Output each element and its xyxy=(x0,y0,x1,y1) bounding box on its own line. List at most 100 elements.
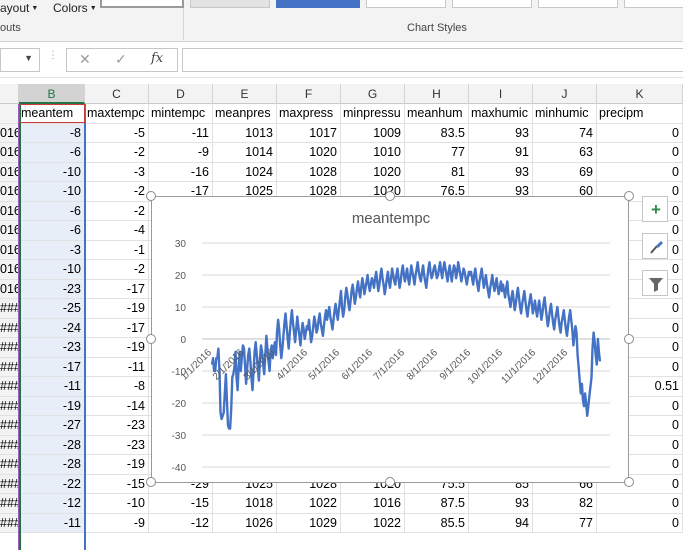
data-cell[interactable]: 93 xyxy=(469,162,533,182)
header-cell[interactable]: maxpress xyxy=(277,104,341,124)
row-number[interactable]: 016 xyxy=(0,221,19,241)
chart-style-thumb[interactable] xyxy=(276,0,360,8)
data-cell[interactable]: 1020 xyxy=(277,143,341,163)
chart-style-thumb[interactable] xyxy=(366,0,446,8)
column-header[interactable]: I xyxy=(469,84,533,104)
row-number[interactable]: ### xyxy=(0,435,19,455)
data-cell[interactable]: -16 xyxy=(149,162,213,182)
header-cell[interactable]: maxhumic xyxy=(469,104,533,124)
data-cell[interactable]: 0 xyxy=(597,123,683,143)
data-cell[interactable]: -28 xyxy=(19,455,85,475)
chart-filters-button[interactable] xyxy=(642,270,668,296)
data-cell[interactable]: 85.5 xyxy=(405,513,469,533)
data-cell[interactable]: -15 xyxy=(149,494,213,514)
data-cell[interactable]: 77 xyxy=(533,513,597,533)
header-cell[interactable]: minpressu xyxy=(341,104,405,124)
row-number[interactable]: 016 xyxy=(0,201,19,221)
data-cell[interactable]: -23 xyxy=(85,435,149,455)
data-cell[interactable]: 1017 xyxy=(277,123,341,143)
data-cell[interactable]: 1026 xyxy=(213,513,277,533)
data-cell[interactable]: -19 xyxy=(85,455,149,475)
data-cell[interactable]: 83.5 xyxy=(405,123,469,143)
data-cell[interactable]: -19 xyxy=(85,338,149,358)
data-cell[interactable]: -12 xyxy=(149,513,213,533)
data-cell[interactable]: 1013 xyxy=(213,123,277,143)
data-cell[interactable]: -25 xyxy=(19,299,85,319)
data-cell[interactable]: 1009 xyxy=(341,123,405,143)
data-cell[interactable]: -17 xyxy=(85,279,149,299)
header-cell[interactable]: meantem xyxy=(19,104,85,124)
data-cell[interactable]: -5 xyxy=(85,123,149,143)
row-number[interactable]: 016 xyxy=(0,162,19,182)
row-number[interactable]: ### xyxy=(0,318,19,338)
data-cell[interactable]: -28 xyxy=(19,435,85,455)
header-cell[interactable]: meanhum xyxy=(405,104,469,124)
chart-styles-button[interactable] xyxy=(642,233,668,259)
chart-style-thumb[interactable] xyxy=(100,0,184,8)
resize-handle[interactable]: ⋮ xyxy=(48,50,58,61)
row-number[interactable]: 016 xyxy=(0,143,19,163)
data-cell[interactable]: 1022 xyxy=(341,513,405,533)
resize-handle[interactable] xyxy=(385,191,395,201)
data-cell[interactable]: -23 xyxy=(19,338,85,358)
data-cell[interactable]: -10 xyxy=(19,162,85,182)
header-cell[interactable]: precipm xyxy=(597,104,683,124)
chart-style-thumb[interactable] xyxy=(624,0,683,8)
chart-style-thumb[interactable] xyxy=(538,0,618,8)
data-cell[interactable]: 81 xyxy=(405,162,469,182)
data-cell[interactable]: 1024 xyxy=(213,162,277,182)
data-cell[interactable]: -23 xyxy=(19,279,85,299)
data-cell[interactable]: -2 xyxy=(85,201,149,221)
data-cell[interactable]: -3 xyxy=(85,162,149,182)
resize-handle[interactable] xyxy=(146,477,156,487)
data-cell[interactable]: -2 xyxy=(85,182,149,202)
data-cell[interactable]: -11 xyxy=(149,123,213,143)
chart-style-thumb[interactable] xyxy=(190,0,270,8)
column-header[interactable]: K xyxy=(597,84,683,104)
row-number[interactable]: 016 xyxy=(0,240,19,260)
data-cell[interactable]: 1010 xyxy=(341,143,405,163)
data-cell[interactable]: -2 xyxy=(85,260,149,280)
column-header[interactable]: C xyxy=(85,84,149,104)
row-number[interactable]: 016 xyxy=(0,182,19,202)
data-cell[interactable]: -6 xyxy=(19,143,85,163)
data-cell[interactable]: -19 xyxy=(85,299,149,319)
resize-handle[interactable] xyxy=(385,477,395,487)
data-cell[interactable]: 93 xyxy=(469,123,533,143)
column-header[interactable]: F xyxy=(277,84,341,104)
data-cell[interactable]: 63 xyxy=(533,143,597,163)
data-cell[interactable]: -27 xyxy=(19,416,85,436)
close-icon[interactable]: ✕ xyxy=(79,51,91,67)
data-cell[interactable]: 77 xyxy=(405,143,469,163)
data-cell[interactable]: -10 xyxy=(85,494,149,514)
data-cell[interactable]: 91 xyxy=(469,143,533,163)
resize-handle[interactable] xyxy=(624,334,634,344)
select-all-corner[interactable] xyxy=(0,84,19,104)
data-cell[interactable]: -4 xyxy=(85,221,149,241)
formula-input[interactable] xyxy=(182,48,683,72)
column-header[interactable]: H xyxy=(405,84,469,104)
row-number[interactable]: 016 xyxy=(0,260,19,280)
data-cell[interactable]: -2 xyxy=(85,143,149,163)
data-cell[interactable]: 93 xyxy=(469,494,533,514)
row-number[interactable]: ### xyxy=(0,377,19,397)
row-number[interactable]: ### xyxy=(0,357,19,377)
row-number[interactable]: ### xyxy=(0,338,19,358)
row-number[interactable]: ### xyxy=(0,494,19,514)
data-cell[interactable]: -6 xyxy=(19,221,85,241)
chart-elements-button[interactable]: + xyxy=(642,196,668,222)
data-cell[interactable]: 1028 xyxy=(277,162,341,182)
line-chart[interactable]: meantempc 30 20 10 0 -10 -20 -30 -40 1/1/2016 2/1/… xyxy=(151,196,629,483)
data-cell[interactable]: -17 xyxy=(19,357,85,377)
data-cell[interactable]: -24 xyxy=(19,318,85,338)
data-cell[interactable]: 0 xyxy=(597,513,683,533)
row-number[interactable]: 016 xyxy=(0,123,19,143)
data-cell[interactable]: -10 xyxy=(19,182,85,202)
data-cell[interactable]: 69 xyxy=(533,162,597,182)
data-cell[interactable]: 94 xyxy=(469,513,533,533)
data-cell[interactable]: 87.5 xyxy=(405,494,469,514)
chevron-down-icon[interactable]: ▼ xyxy=(24,53,33,63)
data-cell[interactable]: -9 xyxy=(85,513,149,533)
header-cell[interactable]: mintempc xyxy=(149,104,213,124)
header-cell[interactable]: meanpres xyxy=(213,104,277,124)
